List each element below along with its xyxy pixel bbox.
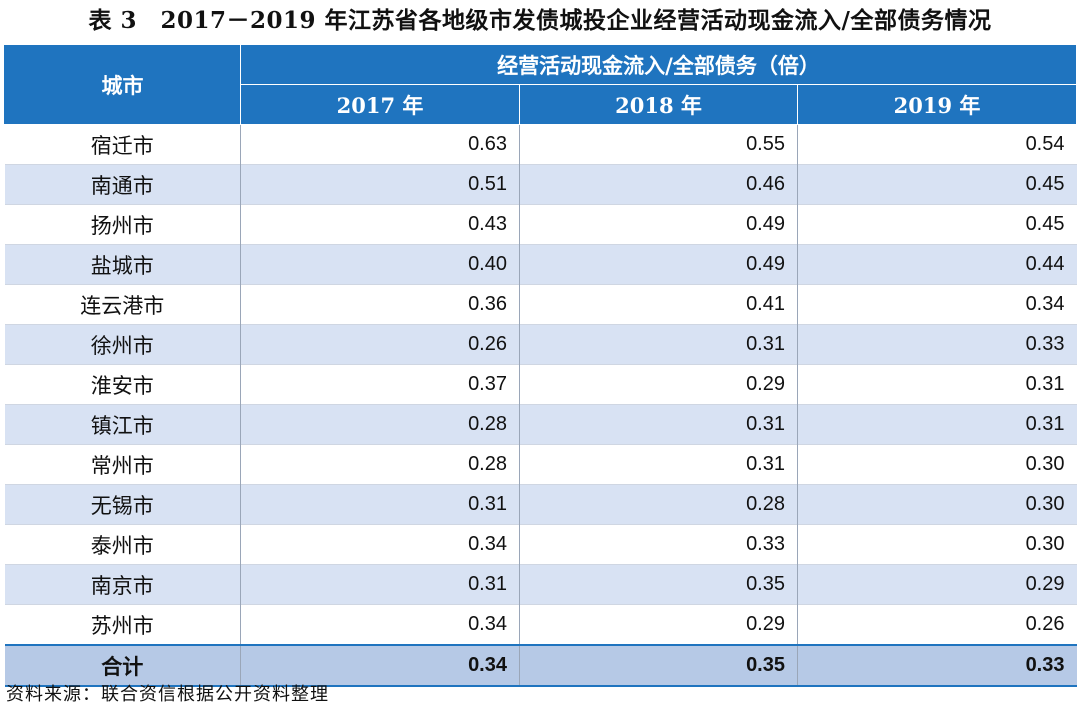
table-row: 南通市 0.51 0.46 0.45 [4, 164, 1077, 205]
table-row: 宿迁市 0.63 0.55 0.54 [4, 124, 1077, 165]
table-row: 镇江市 0.28 0.31 0.31 [4, 404, 1077, 445]
data-table: 城市 经营活动现金流入/全部债务（倍） 2017 年 2018 年 2019 年… [4, 44, 1077, 687]
year-header-row: 2017 年 2018 年 2019 年 [5, 84, 1077, 125]
value-cell: 0.31 [519, 324, 798, 365]
value-cell: 0.31 [797, 404, 1077, 445]
city-cell: 常州市 [4, 444, 241, 485]
value-cell: 0.34 [240, 524, 520, 565]
value-cell: 0.45 [797, 164, 1077, 205]
table-title: 表 3 2017－2019 年江苏省各地级市发债城投企业经营活动现金流入/全部债… [88, 7, 992, 34]
table-row: 苏州市 0.34 0.29 0.26 [4, 604, 1077, 645]
city-cell: 南京市 [4, 564, 241, 605]
value-cell: 0.33 [797, 324, 1077, 365]
total-row: 合计 0.34 0.35 0.33 [4, 644, 1077, 687]
city-cell: 盐城市 [4, 244, 241, 285]
value-cell: 0.41 [519, 284, 798, 325]
table-row: 徐州市 0.26 0.31 0.33 [4, 324, 1077, 365]
value-cell: 0.28 [519, 484, 798, 525]
value-cell: 0.34 [240, 604, 520, 645]
city-cell: 无锡市 [4, 484, 241, 525]
header-row: 城市 经营活动现金流入/全部债务（倍） [4, 44, 1077, 125]
value-cell: 0.30 [797, 484, 1077, 525]
city-cell: 淮安市 [4, 364, 241, 405]
city-cell: 苏州市 [4, 604, 241, 645]
value-cell: 0.49 [519, 244, 798, 285]
value-cell: 0.34 [240, 644, 520, 687]
value-cell: 0.54 [797, 124, 1077, 165]
value-cell: 0.28 [240, 404, 520, 445]
table-row: 南京市 0.31 0.35 0.29 [4, 564, 1077, 605]
table-row: 扬州市 0.43 0.49 0.45 [4, 204, 1077, 245]
table-row: 盐城市 0.40 0.49 0.44 [4, 244, 1077, 285]
table-row: 常州市 0.28 0.31 0.30 [4, 444, 1077, 485]
value-cell: 0.45 [797, 204, 1077, 245]
value-cell: 0.33 [797, 644, 1077, 687]
value-cell: 0.46 [519, 164, 798, 205]
value-cell: 0.55 [519, 124, 798, 165]
table-row: 泰州市 0.34 0.33 0.30 [4, 524, 1077, 565]
value-cell: 0.36 [240, 284, 520, 325]
source-note: 资料来源：联合资信根据公开资料整理 [6, 684, 329, 705]
value-cell: 0.29 [519, 364, 798, 405]
value-cell: 0.34 [797, 284, 1077, 325]
city-cell: 扬州市 [4, 204, 241, 245]
column-group-header: 经营活动现金流入/全部债务（倍） [240, 44, 1077, 85]
city-cell: 泰州市 [4, 524, 241, 565]
table-row: 淮安市 0.37 0.29 0.31 [4, 364, 1077, 405]
column-header-2019: 2019 年 [797, 84, 1077, 125]
value-cell: 0.37 [240, 364, 520, 405]
value-cell: 0.29 [797, 564, 1077, 605]
column-header-city: 城市 [4, 44, 241, 125]
column-header-2017: 2017 年 [240, 84, 520, 125]
city-cell: 南通市 [4, 164, 241, 205]
value-cell: 0.26 [797, 604, 1077, 645]
value-cell: 0.63 [240, 124, 520, 165]
value-cell: 0.30 [797, 444, 1077, 485]
value-cell: 0.31 [240, 484, 520, 525]
value-cell: 0.40 [240, 244, 520, 285]
value-cell: 0.51 [240, 164, 520, 205]
value-cell: 0.31 [519, 404, 798, 445]
value-cell: 0.44 [797, 244, 1077, 285]
column-header-2018: 2018 年 [519, 84, 798, 125]
value-cell: 0.43 [240, 204, 520, 245]
city-cell: 镇江市 [4, 404, 241, 445]
city-cell: 徐州市 [4, 324, 241, 365]
table-row: 无锡市 0.31 0.28 0.30 [4, 484, 1077, 525]
value-cell: 0.28 [240, 444, 520, 485]
value-cell: 0.30 [797, 524, 1077, 565]
value-cell: 0.33 [519, 524, 798, 565]
city-cell: 连云港市 [4, 284, 241, 325]
value-cell: 0.26 [240, 324, 520, 365]
value-cell: 0.35 [519, 644, 798, 687]
value-cell: 0.31 [240, 564, 520, 605]
city-cell: 宿迁市 [4, 124, 241, 165]
value-cell: 0.29 [519, 604, 798, 645]
table-row: 连云港市 0.36 0.41 0.34 [4, 284, 1077, 325]
value-cell: 0.31 [519, 444, 798, 485]
value-cell: 0.49 [519, 204, 798, 245]
value-cell: 0.31 [797, 364, 1077, 405]
city-cell: 合计 [4, 644, 241, 687]
value-cell: 0.35 [519, 564, 798, 605]
